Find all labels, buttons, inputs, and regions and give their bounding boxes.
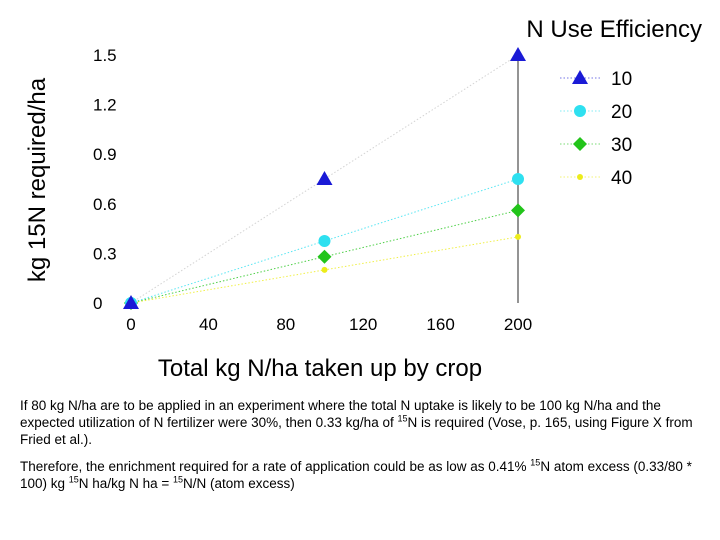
- y-tick-label: 0.9: [93, 145, 117, 164]
- x-axis-label: Total kg N/ha taken up by crop: [158, 355, 482, 382]
- note-2-sup-2: 15: [68, 474, 79, 485]
- data-point: [316, 171, 333, 185]
- chart: N Use Efficiency kg 15N required/ha Tota…: [24, 16, 702, 382]
- x-tick-label: 0: [126, 315, 135, 334]
- data-point: [512, 173, 524, 185]
- note-2-sup-1: 15: [530, 457, 541, 468]
- note-2-text-c: N ha/kg N ha =: [78, 476, 173, 491]
- legend-label: 40: [611, 168, 632, 189]
- y-tick-label: 1.5: [93, 46, 117, 65]
- note-2-text-b: N atom excess (0.33/80 * 100) kg: [20, 459, 692, 491]
- legend-marker: [572, 70, 588, 84]
- y-axis-label: kg 15N required/ha: [24, 77, 51, 282]
- note-1-text-b: N is required (Vose, p. 165, using Figur…: [20, 415, 693, 447]
- y-tick-label: 1.2: [93, 96, 117, 115]
- note-2-text-a: Therefore, the enrichment required for a…: [20, 459, 531, 474]
- legend-label: 10: [611, 69, 632, 90]
- data-point: [321, 266, 328, 273]
- legend: 10 20 30 40: [560, 69, 632, 189]
- notes: If 80 kg N/ha are to be applied in an ex…: [20, 397, 700, 502]
- y-tick-label: 0: [93, 294, 102, 313]
- legend-label: 20: [611, 102, 632, 123]
- note-1-text-a: If 80 kg N/ha are to be applied in an ex…: [20, 398, 661, 430]
- legend-marker: [574, 105, 586, 117]
- y-tick-label: 0.3: [93, 244, 117, 263]
- note-paragraph-1: If 80 kg N/ha are to be applied in an ex…: [20, 397, 700, 448]
- data-point: [318, 235, 331, 247]
- note-1-sup: 15: [397, 413, 408, 424]
- data-point: [510, 47, 526, 61]
- x-tick-label: 160: [426, 315, 454, 334]
- note-paragraph-2: Therefore, the enrichment required for a…: [20, 458, 700, 492]
- x-tick-label: 80: [276, 315, 295, 334]
- note-2-sup-3: 15: [172, 474, 183, 485]
- legend-marker: [573, 137, 587, 151]
- legend-marker: [577, 174, 583, 180]
- plot-area: 0 40 80 120 160 200 0 0.3 0.6 0.9 1.2 1.5: [93, 46, 532, 334]
- x-tick-label: 40: [199, 315, 218, 334]
- x-tick-label: 120: [349, 315, 377, 334]
- data-point: [515, 233, 521, 240]
- data-point: [123, 295, 139, 309]
- data-point: [511, 203, 525, 218]
- note-2-text-d: N/N (atom excess): [183, 476, 295, 491]
- data-point: [317, 249, 332, 264]
- legend-label: 30: [611, 135, 632, 156]
- chart-title: N Use Efficiency: [526, 16, 702, 43]
- x-tick-label: 200: [504, 315, 532, 334]
- y-tick-label: 0.6: [93, 195, 117, 214]
